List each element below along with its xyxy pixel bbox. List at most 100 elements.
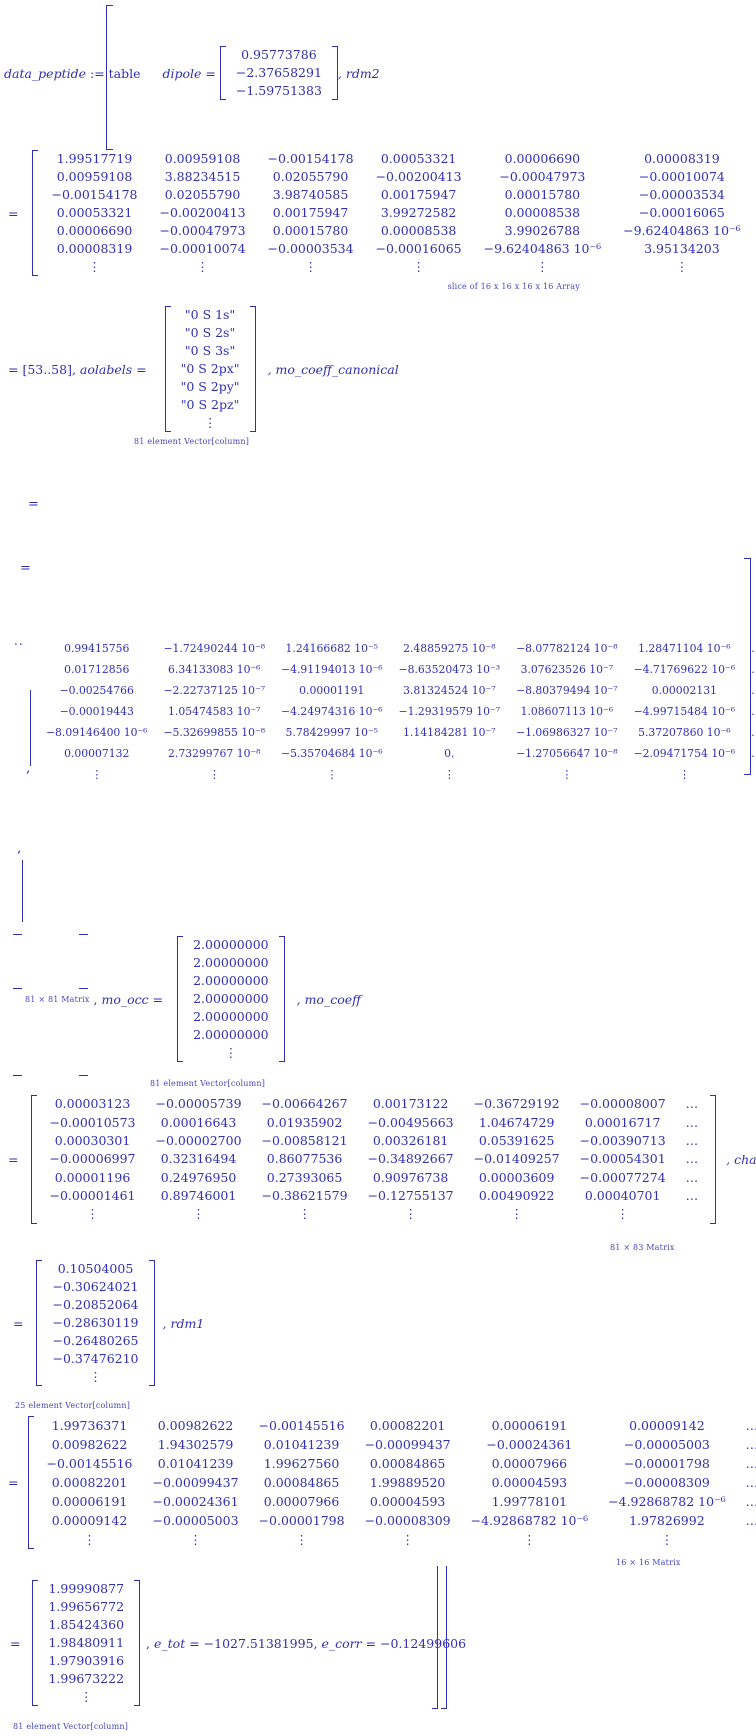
separator-comma: , [17,840,22,856]
charges-matrix: 0.00003123 −0.00005739 −0.00664267 0.001731… [31,1095,717,1224]
matrix-cell: −0.30624021 [52,1279,139,1294]
matrix-cell: … [685,1096,699,1112]
matrix-cell: 0.00082201 [51,1474,128,1490]
matrix-row: −0.00145516 0.01041239 1.99627560 0.0008486… [36,1454,756,1473]
matrix-cell: −1.29319579 10⁻⁷ [398,704,501,718]
matrix-row: 0.00009142 −0.00005003 −0.00001798 −0.00008… [36,1511,756,1530]
rdm2-slice-values: 1.99517719 0.00959108 −0.00154178 0.0005332… [40,150,756,276]
matrix-row: 2.00000000 [185,954,277,972]
matrix-cell: −0.38621579 [261,1188,348,1204]
rdm1-label: , rdm1 [162,1315,205,1331]
matrix-cell: … [736,1492,756,1511]
matrix-cell: 3.88234515 [164,169,241,184]
left-bracket [32,1580,39,1706]
mo-coeff-canonical-matrix: 0.99415756 −1.72490244 10⁻⁸ 1.24166682 10⁻… [38,638,756,785]
matrix-cell: −0.00099437 [152,1474,239,1490]
matrix-cell: 0.00008319 [56,241,133,256]
separator-comma: , [89,991,102,1007]
e-corr-value: = −0.12499606 [361,1635,467,1651]
matrix-row: "0 S 1s" [173,306,248,324]
matrix-row: 1.99517719 0.00959108 −0.00154178 0.0005332… [40,150,756,168]
matrix-cell: ⋮ [510,1206,523,1222]
mo-occ-name: mo_occ [101,991,149,1007]
matrix-cell: "0 S 2pz" [180,397,240,412]
matrix-cell: ⋮ [192,1206,205,1222]
occupations-vector: 1.99990877 1.99656772 1.85424360 1.98480911… [32,1580,141,1706]
mo-occ-vector: 2.00000000 2.00000000 2.00000000 2.00000000… [177,936,285,1062]
matrix-cell: 2.00000000 [193,973,269,988]
matrix-cell: 0.00016717 [584,1114,661,1130]
aolabels-values: "0 S 1s" "0 S 2s" "0 S 3s" "0 S 2px" "0 S 2p… [173,306,248,432]
matrix-row: −1.59751383 [228,82,330,100]
matrix-cell: 0.86077536 [266,1151,343,1167]
matrix-cell: −8.80379494 10⁻⁷ [516,683,618,697]
matrix-cell: −0.00200413 [159,205,246,220]
matrix-row: ⋮ [185,1044,277,1062]
left-bracket [36,1260,43,1386]
matrix-cell: 0.10504005 [57,1261,134,1276]
matrix-row: 0.00006690 −0.00047973 0.00015780 0.0000853… [40,222,756,240]
rdm2-slice-matrix: 1.99517719 0.00959108 −0.00154178 0.0005332… [32,150,756,276]
matrix-cell: 0.00008319 [644,151,720,166]
matrix-cell: −0.00016065 [375,241,462,256]
matrix-cell: −0.00154178 [267,151,354,166]
matrix-cell: 1.05474583 10⁻⁷ [168,704,261,718]
matrix-cell: ⋮ [196,259,209,274]
matrix-row: 2.00000000 [185,1026,277,1044]
matrix-row: −0.20852064 [44,1296,146,1314]
matrix-cell: 2.00000000 [193,937,269,952]
matrix-cell: 3.95134203 [644,241,720,256]
matrix-cell: 0.00015780 [272,223,349,238]
matrix-cell: 0.02055790 [272,169,349,184]
matrix-cell: 1.99673222 [48,1671,125,1686]
matrix-cell: … [743,701,756,722]
matrix-cell: 0.00009142 [629,1417,705,1433]
right-bracket [331,46,338,100]
left-bracket [31,1095,38,1224]
matrix-cell: … [743,722,756,743]
matrix-cell: −0.00024361 [486,1436,573,1452]
matrix-cell: 0.00006690 [56,223,133,238]
matrix-cell: … [685,1151,699,1167]
matrix-cell: … [743,680,756,701]
matrix-cell: 0.00006690 [504,151,581,166]
matrix-cell: −0.00024361 [152,1493,239,1509]
matrix-cell: … [752,186,756,204]
matrix-cell: ⋮ [412,259,425,274]
matrix-cell: ⋮ [91,767,103,781]
rdm1-block: = 0.10504005 −0.30624021 −0.20852064 −0.286… [13,1260,204,1386]
matrix-cell: −0.00003534 [267,241,354,256]
matrix-cell: ⋮ [660,1531,674,1547]
matrix-cell: … [736,1435,756,1454]
matrix-cell: −8.07782124 10⁻⁸ [516,641,618,655]
equals-sign: = [10,1635,21,1651]
matrix-cell: … [736,1454,756,1473]
dipole-values: 0.95773786 −2.37658291 −1.59751383 [228,46,330,100]
matrix-cell: 2.00000000 [193,1027,269,1042]
closing-bracket [432,1566,438,1709]
matrix-cell: −0.00010074 [159,241,246,256]
matrix-cell: 0. [444,746,455,760]
matrix-cell: −4.91194013 10⁻⁶ [281,662,383,676]
matrix-cell: −0.12755137 [367,1188,454,1204]
matrix-cell: −0.00010573 [49,1114,136,1130]
matrix-cell: 1.99627560 [263,1455,340,1471]
matrix-cell: −0.00008309 [364,1512,451,1528]
matrix-row: "0 S 3s" [173,342,248,360]
matrix-row: 1.99656772 [40,1598,132,1616]
matrix-cell: −0.00858121 [261,1132,348,1148]
matrix-cell: 1.14184281 10⁻⁷ [403,725,496,739]
matrix-cell: 0.00030301 [54,1132,131,1148]
matrix-cell: 0.89746001 [160,1188,237,1204]
populations-matrix: 1.99736371 0.00982622 −0.00145516 0.0008220… [28,1416,756,1549]
matrix-cell: ⋮ [401,1531,414,1547]
matrix-row: 0.00003123 −0.00005739 −0.00664267 0.001731… [39,1095,708,1113]
matrix-cell: −0.28630119 [52,1315,139,1330]
matrix-cell: −0.00047973 [499,169,586,184]
equals-sign: = [148,991,168,1007]
matrix-cell: 0.24976950 [160,1169,237,1185]
matrix-row: −0.30624021 [44,1278,146,1296]
range-prefix: = [53..58], [8,361,80,377]
matrix-cell: 1.97903916 [48,1653,125,1668]
matrix-cell: −0.00008007 [579,1096,666,1112]
